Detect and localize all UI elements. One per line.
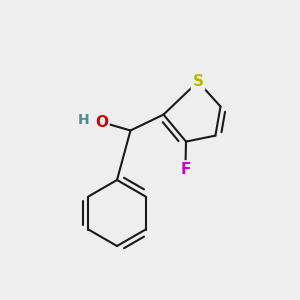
Text: H: H [78, 113, 90, 127]
Text: F: F [180, 162, 190, 177]
Text: O: O [95, 115, 108, 130]
Text: S: S [193, 74, 203, 89]
